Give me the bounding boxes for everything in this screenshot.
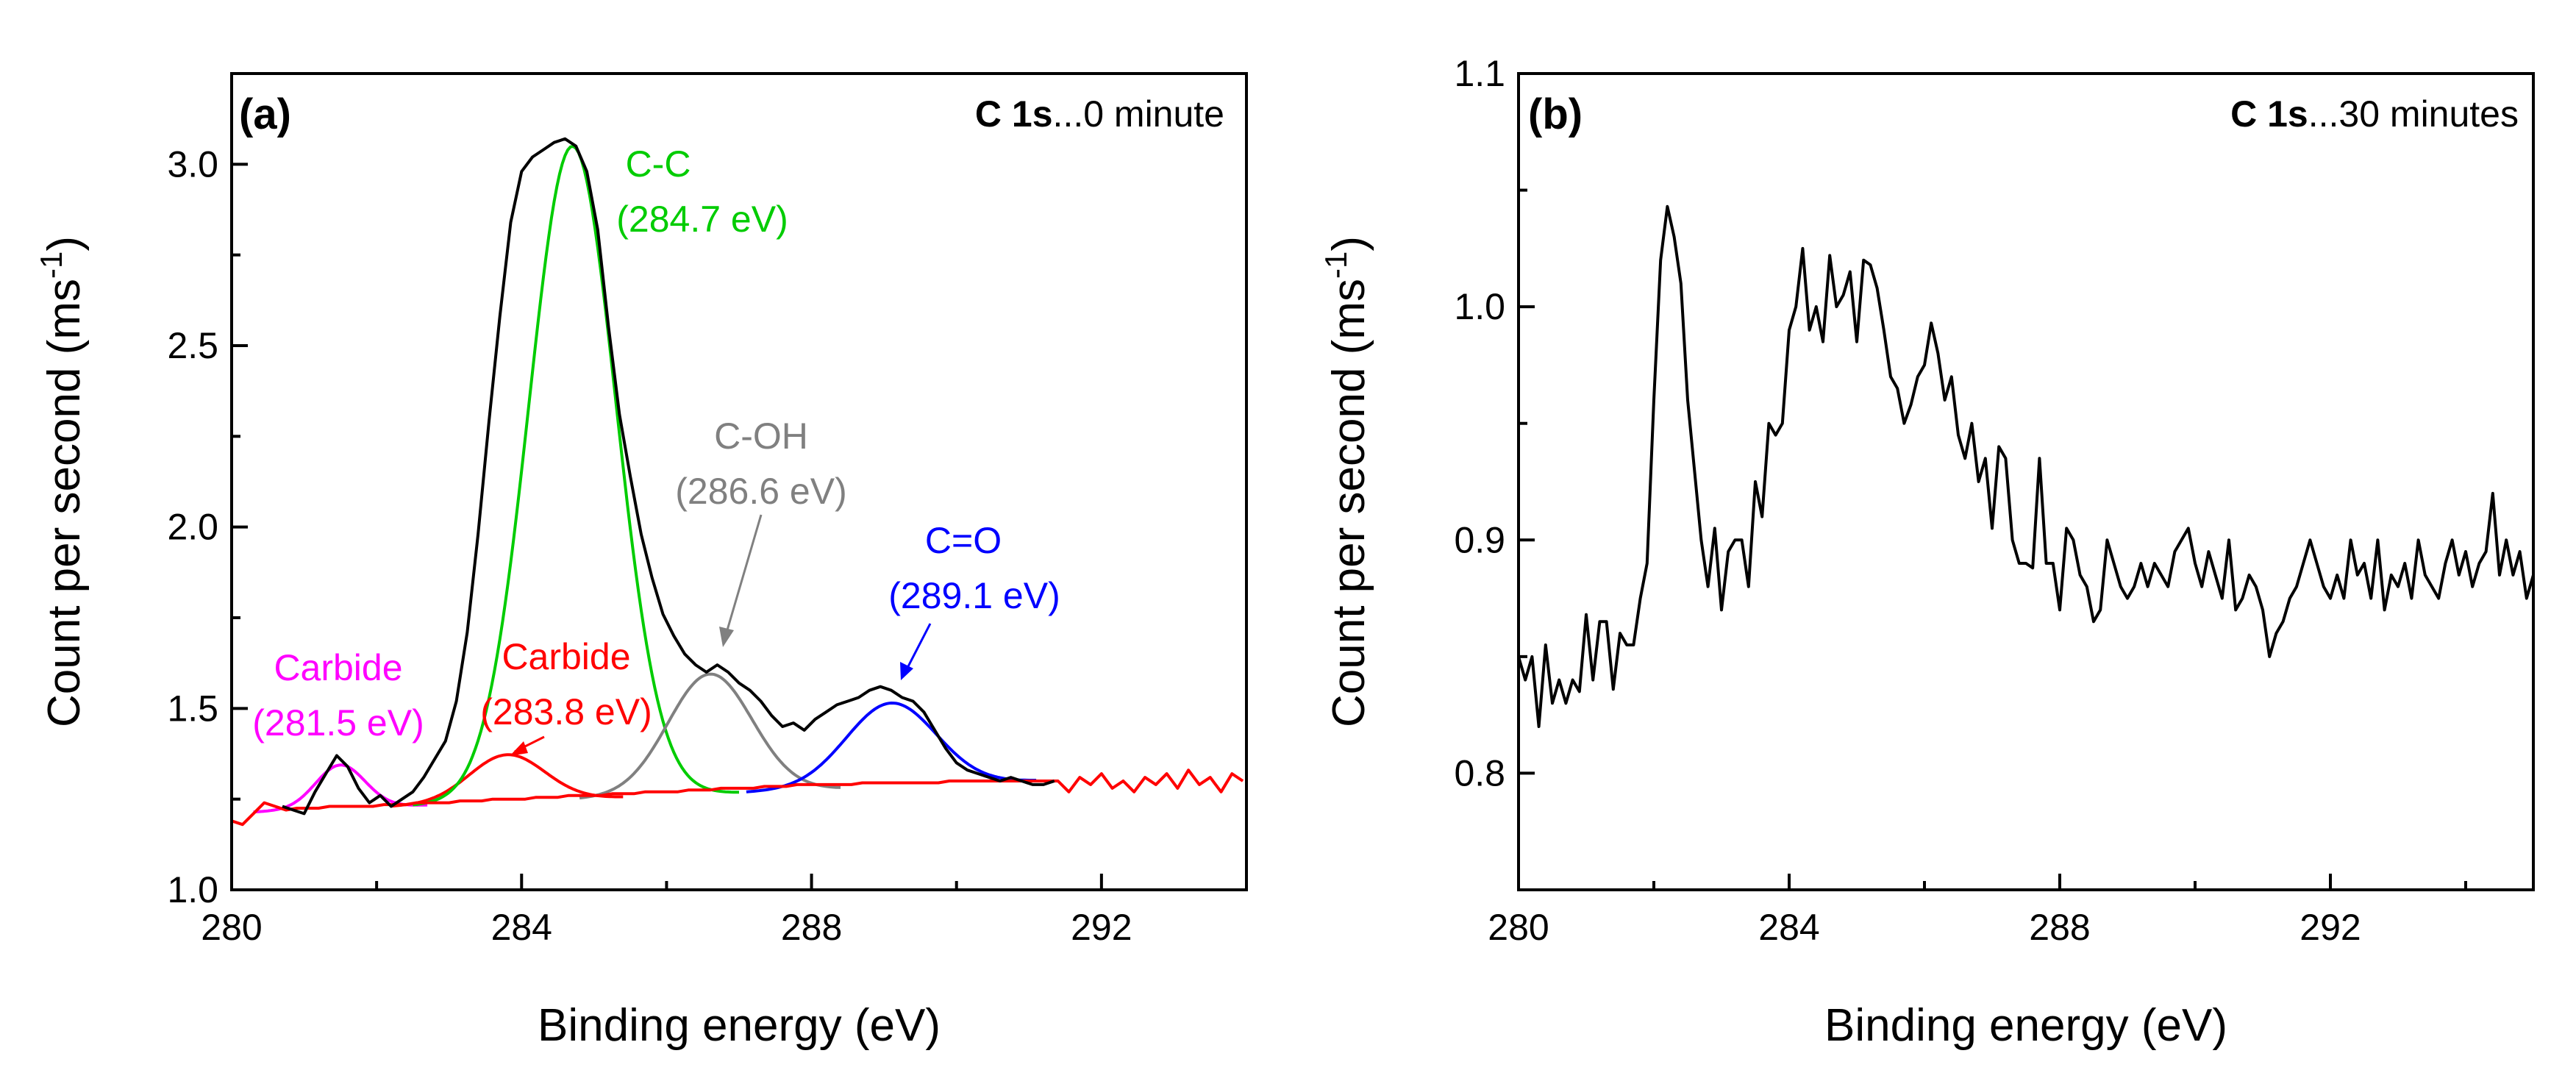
annotation-c-o: C=O (289.1 eV) (888, 520, 1060, 616)
series-background-line (232, 768, 1244, 827)
x-tick-label: 292 (2300, 907, 2361, 948)
panel-a-x-axis-label: Binding energy (eV) (538, 1000, 941, 1051)
annotation-c-o-line2: (289.1 eV) (888, 575, 1060, 616)
panel-a-label: (a) (239, 90, 291, 138)
panel-a-plot-area (232, 137, 1244, 827)
y-tick-label: 0.8 (1454, 752, 1505, 793)
x-tick-label: 280 (201, 907, 262, 948)
annotation-carbide-283-arrowhead (510, 741, 528, 756)
series-measured-line (1519, 204, 2533, 728)
y-tick-label: 2.5 (167, 325, 218, 366)
y-tick-label: 0.9 (1454, 519, 1505, 560)
annotation-c-oh-arrow (725, 514, 763, 633)
panel-a: 280 284 288 292 1.0 1.5 2.0 2.5 3.0 (a) C 1s...… (34, 72, 1248, 1051)
panel-b-x-ticks: 280 284 288 292 (1488, 874, 2467, 948)
annotation-c-c-line1: C-C (626, 143, 691, 185)
annotation-c-o-arrow (905, 623, 932, 671)
panel-b: 280 284 288 292 0.8 0.9 1.0 1.1 (b) C 1s...30 … (1319, 53, 2535, 1051)
x-tick-label: 284 (1758, 907, 1819, 948)
annotation-c-oh-line2: (286.6 eV) (675, 471, 846, 512)
panel-a-y-axis-label-main: Count per second (ms (39, 279, 90, 727)
y-tick-label: 1.1 (1454, 53, 1505, 94)
panel-b-y-axis-label: Count per second (ms-1) (1319, 236, 1374, 727)
x-tick-label: 288 (2029, 907, 2090, 948)
peak-c-o (746, 701, 1037, 793)
panel-a-x-ticks: 280 284 288 292 (201, 874, 1248, 948)
y-tick-label: 1.5 (167, 688, 218, 729)
x-tick-label: 280 (1488, 907, 1549, 948)
panel-b-y-ticks: 0.8 0.9 1.0 1.1 (1454, 53, 1535, 891)
annotation-c-c-line2: (284.7 eV) (616, 199, 788, 240)
x-tick-label: 292 (1071, 907, 1132, 948)
annotation-c-oh-line1: C-OH (714, 415, 808, 457)
annotation-carbide-283: Carbide (283.8 eV) (480, 636, 652, 732)
panel-a-frame (230, 72, 1248, 891)
panel-b-title-rest: ...30 minutes (2308, 93, 2519, 135)
panel-a-y-ticks: 1.0 1.5 2.0 2.5 3.0 (167, 72, 248, 910)
panel-b-y-axis-label-main: Count per second (ms (1324, 279, 1374, 727)
panel-b-x-axis-label: Binding energy (eV) (1824, 1000, 2227, 1051)
y-tick-label: 1.0 (1454, 286, 1505, 327)
annotation-carbide-283-line2: (283.8 eV) (480, 691, 652, 732)
panel-b-frame (1517, 72, 2535, 891)
panel-a-y-axis-label-sup: -1 (34, 252, 68, 279)
panel-a-y-axis-label-close: ) (39, 236, 90, 252)
panel-a-title: C 1s...0 minute (975, 93, 1224, 135)
panel-b-y-axis-label-sup: -1 (1319, 252, 1353, 279)
annotation-c-o-line1: C=O (925, 520, 1002, 561)
x-tick-label: 288 (781, 907, 842, 948)
annotation-carbide-283-line1: Carbide (502, 636, 630, 677)
annotation-c-o-arrowhead (900, 662, 913, 680)
panel-a-title-bold: C 1s (975, 93, 1053, 135)
annotation-c-oh: C-OH (286.6 eV) (675, 415, 846, 512)
y-tick-label: 1.0 (167, 869, 218, 910)
annotation-c-oh-arrowhead (719, 627, 734, 647)
peak-carbide-283-8 (390, 753, 624, 808)
y-tick-label: 2.0 (167, 507, 218, 548)
y-tick-label: 3.0 (167, 143, 218, 185)
annotation-carbide-281-line1: Carbide (274, 647, 402, 688)
panel-b-title: C 1s...30 minutes (2230, 93, 2519, 135)
peak-c-oh (579, 672, 841, 800)
annotation-carbide-281: Carbide (281.5 eV) (252, 647, 424, 743)
series-measured-line (282, 137, 1055, 816)
panel-b-plot-area (1519, 204, 2533, 728)
panel-a-title-rest: ...0 minute (1053, 93, 1224, 135)
panel-b-label: (b) (1528, 90, 1583, 138)
annotation-carbide-281-line2: (281.5 eV) (252, 702, 424, 743)
panel-b-title-bold: C 1s (2230, 93, 2308, 135)
annotation-c-c: C-C (284.7 eV) (616, 143, 788, 240)
x-tick-label: 284 (491, 907, 552, 948)
panel-b-y-axis-label-close: ) (1324, 236, 1374, 252)
panel-a-y-axis-label: Count per second (ms-1) (34, 236, 90, 727)
